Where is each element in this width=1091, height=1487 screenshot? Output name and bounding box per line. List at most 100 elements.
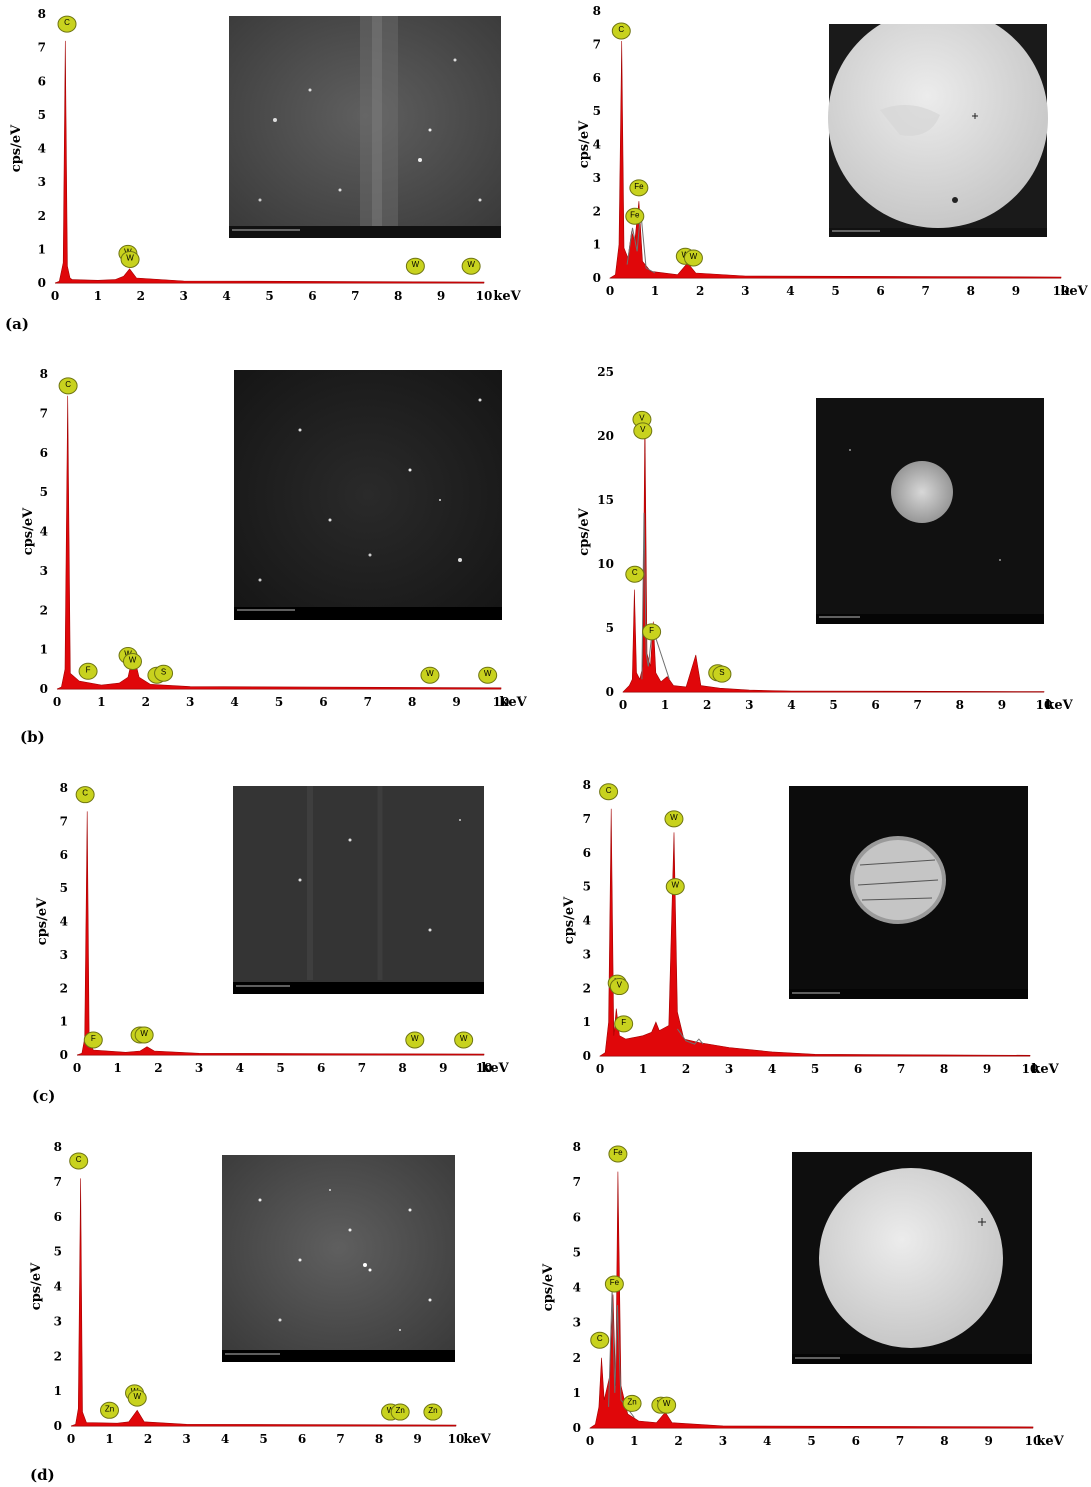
y-tick-label: 15: [597, 493, 614, 507]
x-tick-label: 2: [137, 289, 145, 303]
marker-badge: [57, 15, 77, 33]
marker-badge: [604, 1275, 624, 1293]
y-axis-label: cps/eV: [541, 1263, 556, 1311]
panel-label-b: (b): [20, 728, 45, 746]
marker-badge: [614, 1015, 634, 1033]
y-tick-label: 7: [573, 1175, 581, 1189]
y-tick-label: 5: [583, 880, 591, 894]
spectrum-area: [608, 40, 1062, 279]
marker-badge: [622, 1394, 642, 1412]
y-tick-label: 4: [60, 915, 68, 929]
element-marker-w: W: [120, 250, 140, 268]
x-tick-label: 4: [222, 289, 230, 303]
element-marker-f: F: [83, 1031, 103, 1049]
element-label: W: [426, 669, 434, 678]
y-tick-label: 2: [583, 981, 591, 995]
sem-image-c-left: [233, 786, 484, 994]
x-tick-label: 2: [682, 1062, 690, 1076]
x-tick-label: 10: [1053, 284, 1070, 298]
y-tick-label: 4: [40, 525, 48, 539]
y-axis-label: cps/eV: [562, 896, 577, 944]
element-label: Zn: [396, 1406, 405, 1415]
y-tick-label: 0: [583, 1049, 591, 1063]
y-tick-label: 8: [38, 7, 46, 21]
x-axis-label: keV: [463, 1432, 491, 1447]
element-label: Fe: [613, 1148, 623, 1157]
spectrum-area: [56, 395, 502, 690]
y-tick-label: 8: [573, 1140, 581, 1154]
x-tick-label: 7: [364, 695, 372, 709]
y-tick-label: 0: [573, 1421, 581, 1435]
sem-image-c-right: [789, 786, 1028, 999]
y-tick-label: 4: [38, 142, 46, 156]
marker-badge: [599, 783, 619, 801]
element-marker-f: F: [78, 662, 98, 680]
y-tick-label: 6: [54, 1210, 62, 1224]
y-tick-label: 0: [60, 1048, 68, 1062]
y-tick-label: 10: [597, 557, 614, 571]
marker-badge: [423, 1403, 443, 1421]
x-tick-label: 0: [606, 284, 614, 298]
element-marker-fe: Fe: [625, 207, 645, 225]
element-marker-c: C: [625, 565, 645, 583]
marker-badge: [127, 1389, 147, 1407]
x-tick-label: 6: [298, 1432, 306, 1446]
element-label: C: [606, 786, 612, 795]
y-axis-label: cps/eV: [29, 1262, 44, 1310]
y-tick-label: 0: [40, 682, 48, 696]
y-tick-label: 6: [60, 848, 68, 862]
panel-labels: (a) (b) (c) (d): [5, 315, 55, 1484]
element-marker-w: W: [461, 257, 481, 275]
marker-badge: [665, 878, 685, 896]
y-tick-label: 7: [593, 37, 601, 51]
element-label: W: [412, 260, 420, 269]
element-marker-s: S: [154, 664, 174, 682]
x-tick-label: 10: [493, 695, 510, 709]
y-tick-label: 8: [60, 781, 68, 795]
x-tick-label: 6: [317, 1061, 325, 1075]
marker-badge: [625, 565, 645, 583]
x-tick-label: 1: [661, 698, 669, 712]
x-tick-label: 7: [922, 284, 930, 298]
y-tick-label: 0: [606, 685, 614, 699]
element-marker-zn: Zn: [423, 1403, 443, 1421]
y-tick-label: 1: [54, 1384, 62, 1398]
element-marker-f: F: [642, 623, 662, 641]
element-label: C: [64, 18, 70, 27]
marker-badge: [683, 249, 703, 267]
element-label: V: [640, 425, 646, 434]
x-tick-label: 0: [67, 1432, 75, 1446]
x-tick-label: 3: [186, 695, 194, 709]
x-tick-label: 9: [452, 695, 460, 709]
x-tick-label: 1: [105, 1432, 113, 1446]
element-label: W: [670, 813, 678, 822]
y-tick-label: 7: [583, 812, 591, 826]
spectrum-area: [622, 416, 1045, 693]
y-tick-label: 4: [573, 1281, 581, 1295]
element-marker-w: W: [122, 652, 142, 670]
x-tick-label: 5: [265, 289, 273, 303]
charts-layer: 012345678012345678910keVcps/eVCWWWW01234…: [9, 4, 1089, 1449]
fit-curve: [626, 211, 656, 274]
element-label: V: [639, 413, 645, 422]
element-label: F: [86, 665, 91, 674]
spectrum-area: [598, 808, 1031, 1057]
y-tick-label: 1: [593, 238, 601, 252]
y-tick-label: 3: [38, 175, 46, 189]
x-tick-label: 7: [358, 1061, 366, 1075]
element-marker-fe: Fe: [629, 179, 649, 197]
x-tick-label: 3: [195, 1061, 203, 1075]
marker-badge: [454, 1031, 474, 1049]
x-tick-label: 3: [741, 284, 749, 298]
y-tick-label: 6: [573, 1210, 581, 1224]
sem-image-b-right: [816, 398, 1044, 624]
element-marker-v: V: [633, 422, 653, 440]
x-tick-label: 7: [914, 698, 922, 712]
x-tick-label: 10: [448, 1432, 465, 1446]
y-axis-label: cps/eV: [35, 897, 50, 945]
spectrum-area: [76, 811, 485, 1056]
